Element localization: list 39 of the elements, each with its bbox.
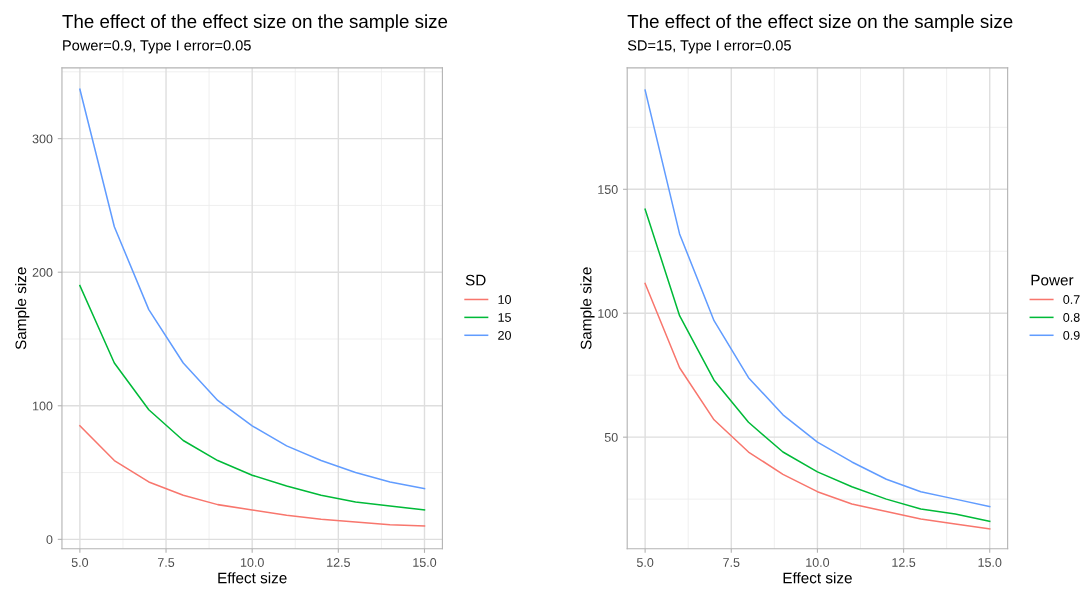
y-tick-label: 100 <box>598 309 618 318</box>
y-tick-label: 100 <box>33 401 53 411</box>
y-axis-title: Sample size <box>15 267 30 350</box>
y-tick-label: 300 <box>32 134 53 144</box>
legend-label: 0.7 <box>1063 295 1080 304</box>
line-series <box>79 88 426 490</box>
line-series <box>644 89 991 508</box>
legend-label: 0.8 <box>1063 313 1080 322</box>
legend-title: SD <box>465 274 486 286</box>
y-tick-label: 200 <box>32 268 53 277</box>
x-tick-label: 5.0 <box>71 558 89 567</box>
x-tick-label: 15.0 <box>978 558 1002 567</box>
y-tick-label: 0 <box>46 535 53 544</box>
chart-title: The effect of the effect size on the sample size <box>62 14 448 32</box>
line-series <box>79 284 426 511</box>
y-tick-label: 50 <box>604 432 618 442</box>
x-tick-label: 12.5 <box>892 558 916 567</box>
line-series <box>644 208 991 523</box>
x-tick-label: 10.0 <box>240 558 264 567</box>
x-tick-label: 10.0 <box>806 558 830 567</box>
x-axis-title: Effect size <box>783 572 852 584</box>
line-series <box>644 282 991 530</box>
legend-label: 0.9 <box>1063 330 1080 340</box>
x-tick-label: 15.0 <box>413 558 437 567</box>
chart-title: The effect of the effect size on the sample size <box>627 14 1013 32</box>
chart-subtitle: Power=0.9, Type I error=0.05 <box>63 40 251 54</box>
x-tick-label: 7.5 <box>157 558 175 567</box>
legend-label: 20 <box>498 330 511 340</box>
y-axis-title: Sample size <box>580 267 595 350</box>
x-tick-label: 12.5 <box>327 558 350 567</box>
chart-subtitle: SD=15, Type I error=0.05 <box>627 40 791 54</box>
x-axis-title: Effect size <box>218 572 287 584</box>
legend-label: 10 <box>498 295 511 304</box>
legend-label: 15 <box>498 313 511 322</box>
x-tick-label: 5.0 <box>636 558 654 567</box>
legend-title: Power <box>1031 274 1074 286</box>
y-tick-label: 150 <box>598 185 618 194</box>
line-series <box>79 425 426 527</box>
x-tick-label: 7.5 <box>723 558 740 567</box>
